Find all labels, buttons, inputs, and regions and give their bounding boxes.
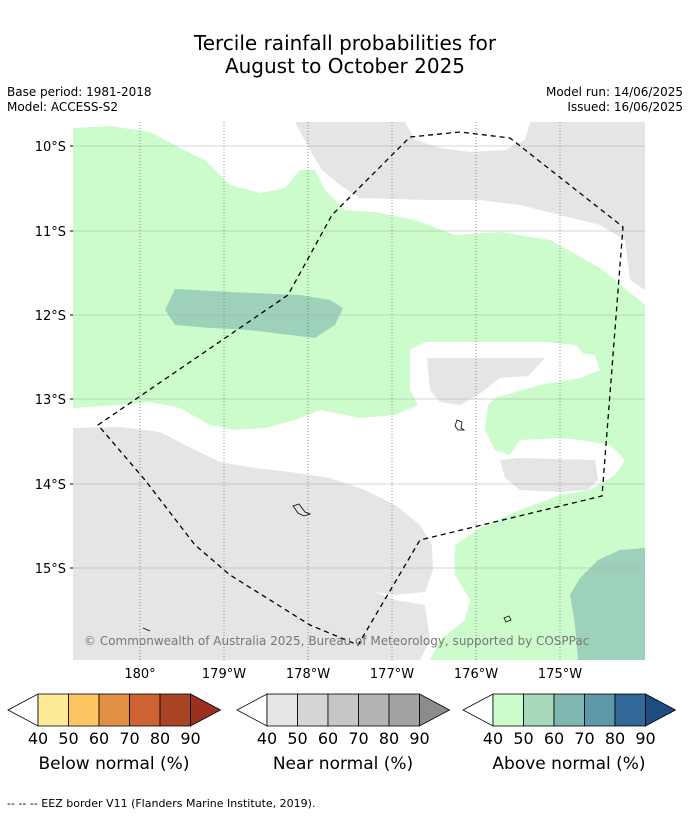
copyright-notice: © Commonwealth of Australia 2025, Bureau…	[84, 634, 589, 648]
near-normal-patch-southeast	[500, 458, 598, 492]
colorbar-tick-label: 60	[544, 729, 564, 748]
island-outline-4	[142, 627, 151, 632]
lat-label: 14°S	[35, 478, 66, 493]
above-normal-50-patch-west	[165, 289, 343, 338]
colorbar-tick-label: 80	[150, 729, 170, 748]
colorbar-segment	[266, 693, 298, 727]
lon-label: 175°W	[538, 667, 582, 682]
colorbar-segment	[37, 693, 69, 727]
eez-footnote: -- -- -- EEZ border V11 (Flanders Marine…	[7, 797, 316, 810]
island-outline-1	[292, 503, 312, 517]
colorbar-tick-label: 90	[180, 729, 200, 748]
colorbar-over-arrow	[190, 693, 222, 727]
lat-label: 12°S	[35, 309, 66, 324]
colorbar-tick-label: 50	[513, 729, 533, 748]
colorbar-segment	[492, 693, 524, 727]
colorbar-segment	[614, 693, 646, 727]
colorbar-tick-label: 60	[89, 729, 109, 748]
colorbar-tick-label: 90	[409, 729, 429, 748]
colorbar-segment	[68, 693, 100, 727]
model-run: Model run: 14/06/2025	[545, 85, 683, 99]
title-line-2: August to October 2025	[224, 54, 466, 78]
colorbar-over-arrow	[419, 693, 451, 727]
longitude-labels: 180° 179°W 178°W 177°W 176°W 175°W	[124, 667, 582, 682]
colorbar-over-arrow	[645, 693, 677, 727]
colorbar-tick-label: 40	[257, 729, 277, 748]
map-area: © Commonwealth of Australia 2025, Bureau…	[73, 122, 645, 660]
gridlines	[73, 122, 645, 660]
lon-label: 179°W	[202, 667, 246, 682]
near-normal-patch-east	[427, 358, 545, 405]
meta-right: Model run: 14/06/2025 Issued: 16/06/2025	[546, 85, 683, 115]
lat-label: 15°S	[35, 562, 66, 577]
colorbar-tick-label: 90	[635, 729, 655, 748]
colorbar-tick-label: 80	[605, 729, 625, 748]
colorbar-segment	[358, 693, 390, 727]
title-line-1: Tercile rainfall probabilities for	[193, 31, 497, 55]
lat-label: 11°S	[35, 225, 66, 240]
eez-border	[97, 131, 624, 646]
colorbar-tick-label: 50	[58, 729, 78, 748]
lat-label: 13°S	[35, 393, 66, 408]
colorbar-segment	[327, 693, 359, 727]
chart-title: Tercile rainfall probabilities for Augus…	[0, 32, 690, 78]
colorbar-tick-label: 70	[574, 729, 594, 748]
base-period: Base period: 1981-2018	[7, 85, 152, 99]
near-normal-region-southwest	[73, 427, 433, 660]
colorbar-tick-label: 80	[379, 729, 399, 748]
above-normal-50-patch-southeast	[570, 548, 645, 660]
lon-label: 176°W	[454, 667, 498, 682]
colorbar-tick-label: 40	[483, 729, 503, 748]
colorbar-segment	[388, 693, 420, 727]
colorbar-segment	[584, 693, 616, 727]
colorbar-segment	[98, 693, 130, 727]
below-normal-title: Below normal (%)	[38, 754, 190, 774]
colorbar-tick-label: 60	[318, 729, 338, 748]
near-normal-title: Near normal (%)	[272, 754, 414, 774]
near-normal-patch-ne	[590, 122, 615, 145]
issued-date: Issued: 16/06/2025	[567, 100, 683, 114]
colorbar-tick-label: 70	[119, 729, 139, 748]
lon-label: 178°W	[286, 667, 330, 682]
colorbar-tick-label: 70	[348, 729, 368, 748]
latitude-labels: 10°S 11°S 12°S 13°S 14°S 15°S	[35, 140, 73, 577]
model-name: Model: ACCESS-S2	[7, 100, 119, 114]
colorbar-segment	[159, 693, 191, 727]
lon-label: 180°	[124, 667, 155, 682]
colorbars: 40 50 60 70 80 90 40 50 60 70 80 90 40 50 60 70 80 90	[7, 693, 677, 748]
colorbar-under-arrow	[236, 693, 268, 727]
colorbar-segment	[523, 693, 555, 727]
above-normal-title: Above normal (%)	[492, 754, 646, 774]
clear-patch-north	[405, 122, 530, 152]
colorbar-tick-label: 50	[287, 729, 307, 748]
colorbar-tick-label: 40	[28, 729, 48, 748]
colorbar-segment	[553, 693, 585, 727]
near-normal-region-north	[295, 122, 645, 290]
island-outline-2	[454, 419, 466, 431]
colorbar-under-arrow	[462, 693, 494, 727]
lon-label: 177°W	[370, 667, 414, 682]
island-outline-3	[503, 615, 512, 623]
meta-left: Base period: 1981-2018 Model: ACCESS-S2	[7, 85, 152, 115]
colorbar-under-arrow	[7, 693, 39, 727]
colorbar-segment	[129, 693, 161, 727]
above-normal-region-main	[73, 126, 645, 660]
lat-label: 10°S	[35, 140, 66, 155]
colorbar-segment	[297, 693, 329, 727]
